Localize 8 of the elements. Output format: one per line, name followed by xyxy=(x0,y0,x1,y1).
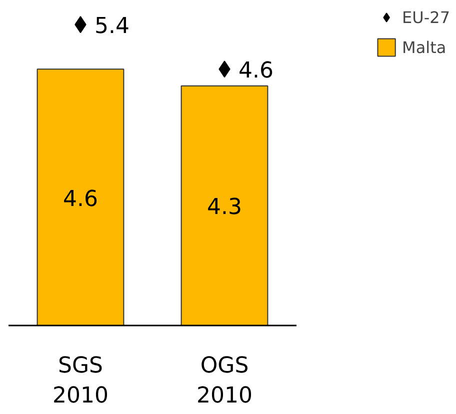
data-label: 4.6 xyxy=(63,186,98,212)
data-label: 4.3 xyxy=(207,195,242,220)
data-label: 4.6 xyxy=(238,58,274,84)
x-tick-label: SGS 2010 xyxy=(52,354,109,408)
x-tick-label: OGS 2010 xyxy=(196,354,253,408)
data-label: 5.4 xyxy=(94,14,130,40)
legend-label: EU-27 xyxy=(402,8,450,26)
legend-label: Malta xyxy=(402,38,446,56)
